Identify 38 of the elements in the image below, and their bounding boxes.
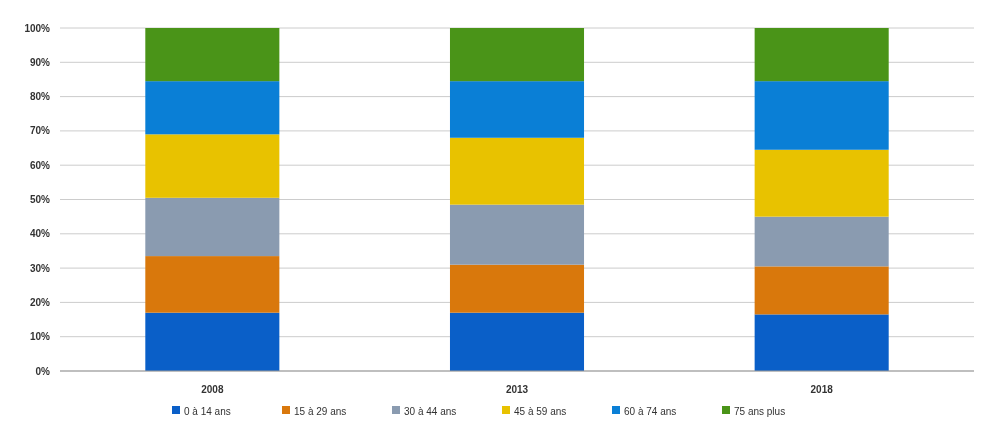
- y-tick-label: 80%: [29, 91, 51, 103]
- legend-label: 30 à 44 ans: [404, 405, 457, 417]
- bar: [145, 312, 280, 371]
- y-tick-label: 0%: [35, 365, 51, 377]
- y-tick-label: 50%: [29, 194, 51, 205]
- bar: [449, 312, 585, 371]
- bar: [449, 81, 585, 138]
- legend-label: 15 à 29 ans: [294, 405, 347, 417]
- y-tick-label: 60%: [29, 159, 51, 171]
- bar: [145, 134, 280, 198]
- y-tick-label: 10%: [29, 331, 51, 343]
- y-tick-label: 30%: [29, 262, 51, 274]
- legend-label: 0 à 14 ans: [184, 405, 231, 417]
- x-tick-label: 2008: [201, 384, 224, 395]
- bar: [754, 81, 889, 150]
- bar: [145, 81, 280, 135]
- legend-label: 45 à 59 ans: [514, 405, 567, 417]
- x-tick-label: 2018: [810, 384, 834, 395]
- bar: [145, 197, 280, 257]
- bar: [754, 314, 889, 371]
- y-tick-label: 70%: [29, 125, 51, 137]
- bar: [754, 28, 889, 82]
- bar: [145, 28, 280, 82]
- bar: [145, 256, 280, 313]
- bar: [449, 204, 585, 265]
- bar: [449, 28, 585, 82]
- bar: [449, 137, 585, 205]
- legend-label: 75 ans plus: [734, 405, 786, 417]
- bar: [449, 264, 585, 313]
- y-tick-label: 90%: [29, 56, 51, 68]
- bar: [754, 149, 889, 217]
- y-tick-label: 100%: [24, 22, 51, 34]
- x-tick-label: 2013: [505, 384, 529, 395]
- legend-label: 60 à 74 ans: [624, 405, 677, 417]
- y-tick-label: 40%: [29, 228, 51, 240]
- y-tick-label: 20%: [29, 296, 51, 308]
- bar: [754, 266, 889, 315]
- bar: [754, 216, 889, 267]
